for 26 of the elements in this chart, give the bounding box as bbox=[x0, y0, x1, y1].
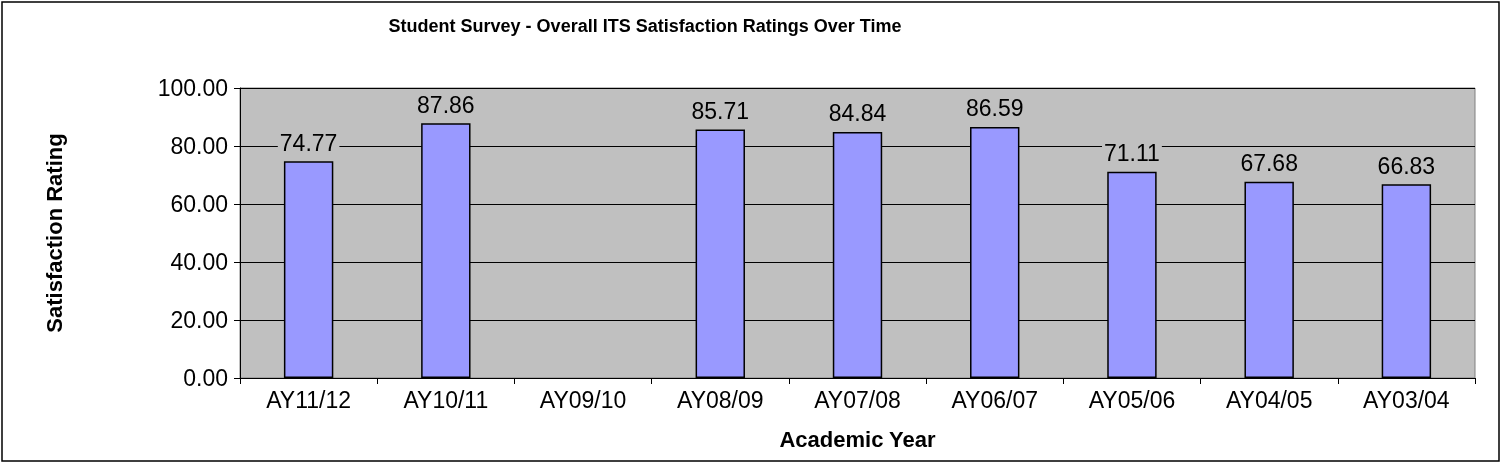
y-tick-label: 60.00 bbox=[170, 191, 228, 217]
x-tick-label: AY07/08 bbox=[814, 386, 901, 413]
data-label: 84.84 bbox=[828, 100, 887, 127]
x-tick-label: AY10/11 bbox=[403, 386, 489, 413]
data-label: 87.86 bbox=[417, 91, 475, 118]
data-label: 74.77 bbox=[279, 129, 338, 156]
x-tick-label: AY04/05 bbox=[1225, 386, 1313, 413]
x-tick-label: AY05/06 bbox=[1088, 386, 1176, 413]
data-label: 67.68 bbox=[1240, 150, 1298, 177]
data-label: 71.11 bbox=[1104, 140, 1160, 167]
y-axis-title: Satisfaction Rating bbox=[41, 133, 67, 333]
x-tick-label: AY03/04 bbox=[1363, 386, 1450, 413]
x-tick-label: AY11/12 bbox=[266, 386, 352, 413]
x-tick-label: AY06/07 bbox=[951, 386, 1038, 413]
data-label: 86.59 bbox=[965, 95, 1024, 122]
y-tick-label: 20.00 bbox=[170, 307, 228, 333]
x-tick-label: AY08/09 bbox=[677, 386, 764, 413]
x-axis-title: Academic Year bbox=[779, 426, 937, 452]
data-label: 85.71 bbox=[691, 97, 750, 124]
x-tick-label: AY09/10 bbox=[539, 386, 627, 413]
y-tick-label: 0.00 bbox=[183, 365, 228, 391]
y-tick-label: 100.00 bbox=[157, 75, 228, 101]
y-tick-label: 40.00 bbox=[170, 249, 228, 275]
y-tick-label: 80.00 bbox=[170, 133, 228, 159]
data-label: 66.83 bbox=[1377, 152, 1436, 179]
chart-title: Student Survey - Overall ITS Satisfaction Ratings Over Time bbox=[388, 16, 902, 36]
